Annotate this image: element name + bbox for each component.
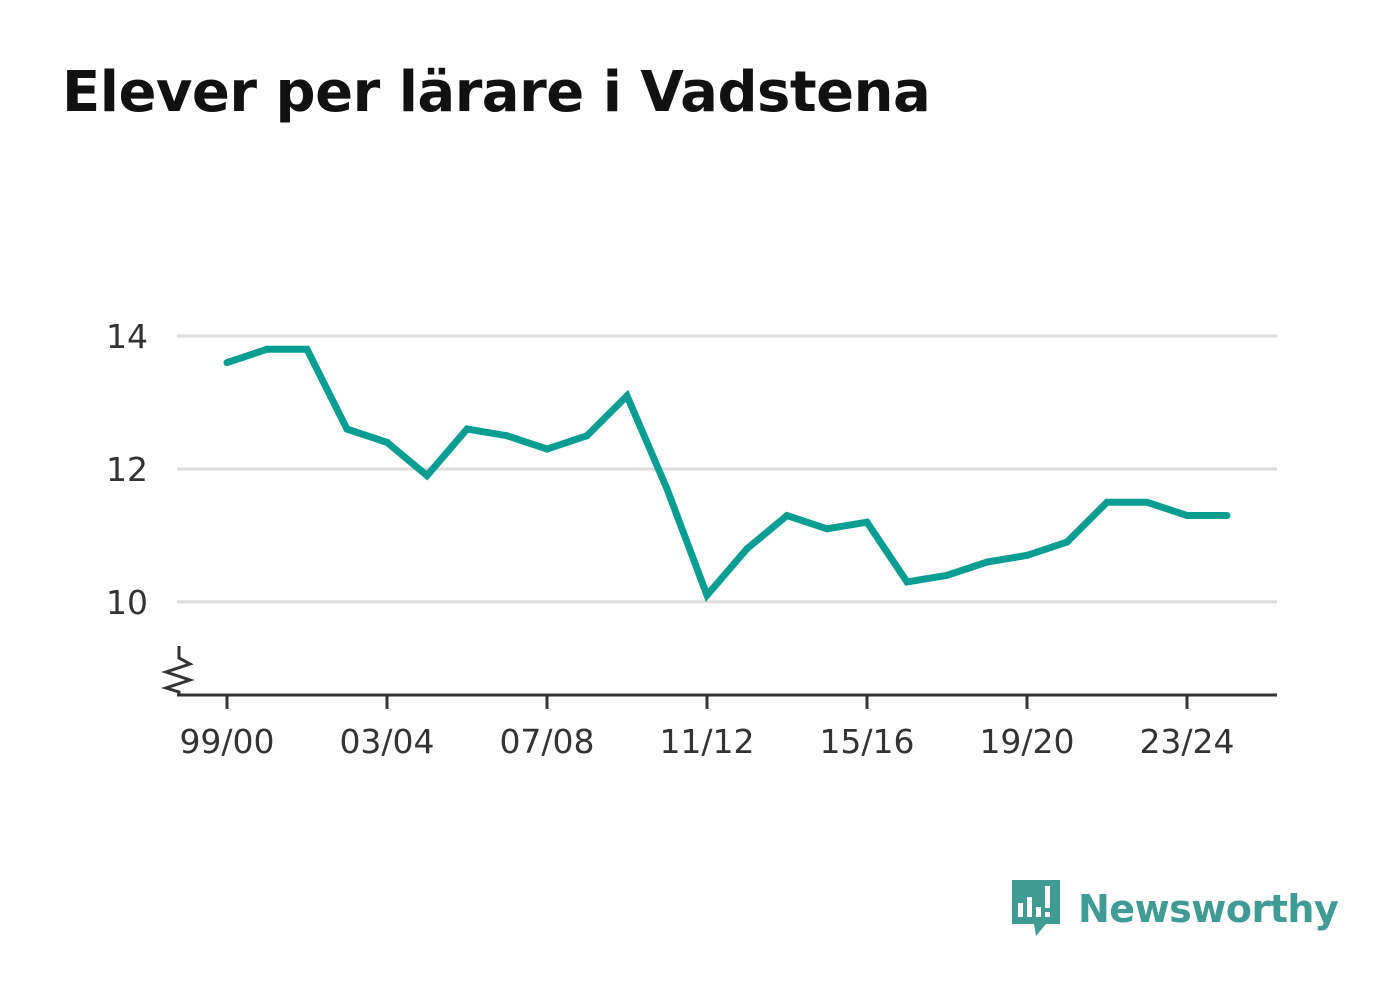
data-point	[623, 392, 631, 400]
data-point	[543, 445, 551, 453]
data-point	[383, 438, 391, 446]
x-tick-label: 03/04	[339, 722, 434, 761]
y-tick-label: 10	[106, 583, 148, 622]
x-tick-label: 99/00	[179, 722, 274, 761]
data-point	[783, 512, 791, 519]
data-point	[743, 545, 751, 553]
data-point	[303, 345, 311, 353]
x-tick-label: 15/16	[819, 722, 914, 761]
data-point	[943, 571, 951, 579]
series-group	[223, 345, 1231, 603]
chart-title: Elever per lärare i Vadstena	[62, 60, 931, 125]
data-point	[1183, 512, 1191, 519]
data-point	[1103, 498, 1111, 506]
data-point	[903, 578, 911, 586]
data-point	[863, 518, 871, 526]
data-point	[263, 345, 271, 353]
x-tick-label: 23/24	[1139, 722, 1234, 761]
data-point	[1223, 512, 1231, 519]
x-tick-label: 11/12	[659, 722, 754, 761]
series-line	[225, 345, 1227, 603]
data-point	[423, 472, 431, 480]
y-tick-labels: 10 12 14	[106, 317, 148, 622]
data-point	[503, 432, 511, 440]
data-point	[1143, 498, 1151, 506]
data-point	[583, 432, 591, 440]
brand-logo: Newsworthy	[1010, 878, 1339, 940]
data-point	[223, 359, 231, 367]
axis-break-mark	[161, 646, 195, 695]
data-point	[343, 425, 351, 433]
data-point	[823, 525, 831, 533]
x-tick-label: 07/08	[499, 722, 594, 761]
y-tick-label: 14	[106, 317, 148, 356]
data-point	[1063, 538, 1071, 546]
grid-lines	[177, 334, 1277, 604]
data-point	[1023, 551, 1031, 559]
newsworthy-logo-icon	[1012, 880, 1060, 936]
data-point	[703, 591, 711, 599]
x-tick-labels: 99/00 03/04 07/08 11/12 15/16 19/20 23/24	[179, 722, 1234, 761]
x-axis	[177, 693, 1277, 709]
data-point	[663, 485, 671, 493]
x-tick-label: 19/20	[979, 722, 1074, 761]
brand-name: Newsworthy	[1078, 887, 1339, 931]
data-point	[463, 425, 471, 433]
y-tick-label: 12	[106, 450, 148, 489]
data-point	[983, 558, 991, 566]
axis-break-icon	[161, 646, 195, 695]
